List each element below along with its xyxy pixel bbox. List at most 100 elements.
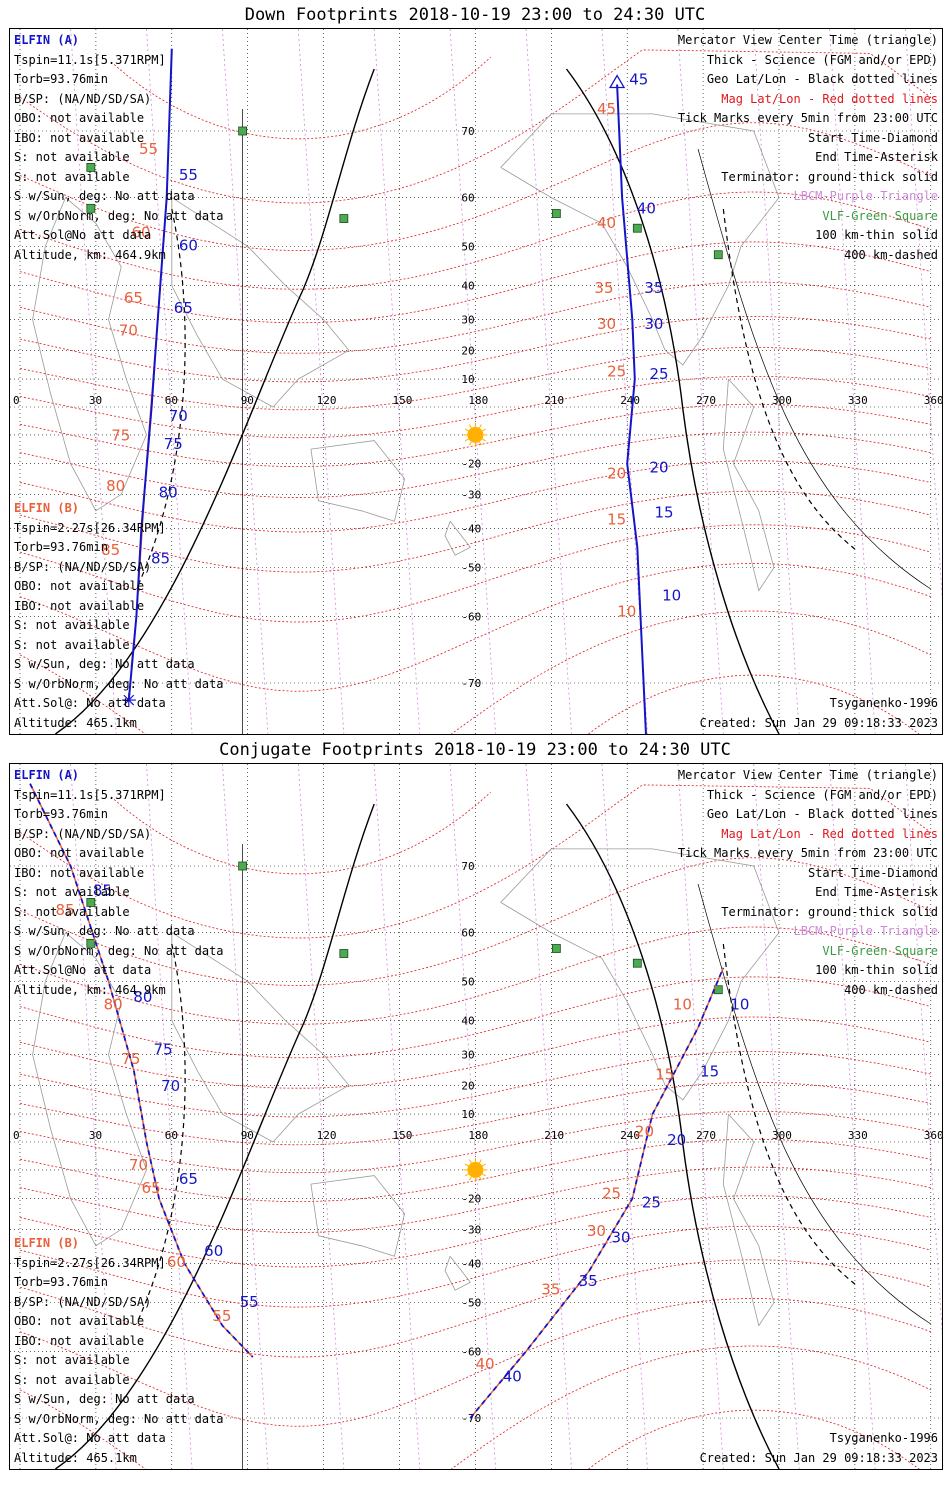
legend-item: Tick Marks every 5min from 23:00 UTC [677, 846, 938, 860]
elfin-b-info-line: S w/OrbNorm, deg: No att data [14, 1411, 224, 1426]
lat-tick-label: -50 [461, 1297, 481, 1310]
created-label: Created: Sun Jan 29 09:18:33 2023 [699, 1451, 938, 1465]
coastlines [32, 113, 780, 592]
legend-item: Mercator View Center Time (triangle) [677, 33, 938, 47]
elfin-a-info-line: B/SP: (NA/ND/SD/SA) [14, 826, 152, 841]
lat-tick-label: 60 [461, 192, 474, 205]
elfin-b-info-line: Altitude: 465.1km [14, 715, 137, 730]
elfin-a-info-line: Tspin=11.1s[5.371RPM] [14, 787, 166, 802]
lat-tick-label: 50 [461, 240, 474, 253]
vlf-station-marker [632, 223, 642, 233]
elfin-a-info-line: IBO: not available [14, 130, 145, 145]
tick-label-b: 30 [597, 315, 616, 333]
tick-label-b: 75 [111, 427, 130, 445]
lat-tick-label: -30 [461, 1223, 481, 1236]
map-canvas: 0 30 60 90 120 150 180 210 240 270 300 330 360 70 60 50… [10, 764, 942, 1469]
lat-tick-label: 40 [461, 280, 474, 293]
tick-label-b: 65 [142, 1179, 161, 1197]
legend-block: Mercator View Center Time (triangle) Thic… [678, 766, 938, 1000]
tick-label-b: 25 [607, 362, 626, 380]
tick-label-b: 80 [106, 477, 125, 495]
elfin-b-info-line: S: not available [14, 618, 130, 632]
lon-tick-label: 150 [393, 394, 413, 407]
elfin-a-info-line: S: not available [14, 904, 130, 919]
elfin-a-info-line: S: not available [14, 169, 130, 184]
elfin-b-info-line: S: not available [14, 1372, 130, 1387]
tick-label-b: 55 [139, 140, 158, 158]
lat-tick-label: 10 [461, 1108, 474, 1121]
tick-label-a: 35 [579, 1272, 598, 1290]
vlf-station-marker [551, 944, 561, 953]
tick-label-a: 55 [179, 166, 198, 184]
tick-label-a: 40 [503, 1368, 522, 1386]
tick-label-a: 20 [667, 1131, 686, 1149]
tick-label-a: 10 [662, 586, 681, 604]
tick-label-a: 30 [644, 315, 663, 333]
lat-tick-label: 30 [461, 314, 474, 327]
geo-grid [10, 29, 942, 734]
lon-tick-label: 270 [696, 394, 716, 407]
tick-label-a: 35 [644, 279, 663, 297]
lon-tick-label: 210 [544, 1129, 564, 1142]
tick-label-b: 10 [673, 996, 692, 1014]
vlf-station-marker [632, 958, 642, 968]
tick-label-a: 25 [642, 1194, 661, 1212]
elfin-b-info-line: Att.Sol@: No att data [14, 1431, 166, 1445]
tick-label-b: 70 [129, 1156, 148, 1174]
tick-label-b: 65 [124, 289, 143, 307]
legend-item: Mag Lat/Lon - Red dotted lines [721, 91, 938, 106]
conjugate-footprints-map: 0 30 60 90 120 150 180 210 240 270 300 330 360 70 60 50… [9, 763, 943, 1470]
tick-label-a: 80 [133, 988, 152, 1006]
tick-label-a: 80 [159, 484, 178, 502]
legend-item: End Time-Asterisk [815, 150, 938, 164]
lon-tick-label: 300 [772, 394, 792, 407]
lon-tick-label: 0 [13, 394, 20, 407]
tick-label-b: 25 [602, 1185, 621, 1203]
lat-tick-label: -20 [461, 458, 481, 471]
lon-tick-label: 180 [468, 394, 488, 407]
elfin-a-info-line: Att.Sol@No att data [14, 963, 152, 977]
created-label: Created: Sun Jan 29 09:18:33 2023 [699, 716, 938, 730]
tick-label-b: 85 [101, 541, 120, 559]
elfin-b-info: ELFIN (B) Tspin=2.27s[26.34RPM] Torb=93.76… [14, 1234, 224, 1468]
panel-title: Down Footprints 2018-10-19 23:00 to 24:3… [244, 5, 706, 25]
lon-tick-label: 30 [89, 394, 102, 407]
footprint-track [469, 967, 725, 1419]
lon-tick-label: 330 [848, 1129, 868, 1142]
legend-item: Start Time-Diamond [807, 130, 938, 145]
elfin-b-info-line: Tspin=2.27s[26.34RPM] [14, 1255, 166, 1270]
elfin-a-info-line: OBO: not available [14, 111, 145, 125]
elfin-a-info-header: ELFIN (A) [14, 768, 80, 782]
elfin-b-info-line: Att.Sol@: No att data [14, 696, 166, 710]
vlf-station-marker [86, 938, 96, 948]
elfin-a-info-line: Altitude, km: 464.9km [14, 982, 166, 997]
lat-tick-label: -30 [461, 488, 481, 501]
elfin-b-info-line: IBO: not available [14, 1333, 145, 1348]
elfin-a-info: ELFIN (A) Tspin=11.1s[5.371RPM] Torb=93.76… [14, 31, 224, 265]
tick-label-b: 60 [131, 223, 150, 241]
mag-grid [19, 784, 932, 1469]
lat-tick-label: -70 [461, 1412, 481, 1425]
tick-label-b: 40 [597, 214, 616, 232]
lon-tick-label: 360 [924, 1129, 942, 1142]
elfin-a-info-line: Torb=93.76min [14, 807, 108, 821]
tick-label-b: 85 [56, 901, 75, 919]
sun-icon [463, 422, 488, 447]
elfin-b-info-line: IBO: not available [14, 598, 145, 613]
elfin-a-info-line: OBO: not available [14, 846, 145, 860]
lon-tick-label: 90 [241, 1129, 254, 1142]
elfin-b-info-line: S: not available [14, 637, 130, 652]
lon-tick-label: 0 [13, 1129, 20, 1142]
lon-tick-label: 240 [620, 1129, 640, 1142]
footprint-track [469, 967, 724, 1419]
tick-label-b: 35 [541, 1280, 560, 1298]
lon-tick-label: 90 [241, 394, 254, 407]
legend-item: Start Time-Diamond [807, 865, 938, 880]
geo-grid [10, 764, 942, 1469]
model-label: Tsyganenko-1996 [829, 696, 938, 710]
legend-item: LBCM-Purple Triangle [793, 189, 939, 203]
elfin-a-info-line: Tspin=11.1s[5.371RPM] [14, 52, 166, 67]
legend-item: 400 km-dashed [844, 982, 938, 997]
tick-label-b: 75 [121, 1050, 140, 1068]
lat-tick-label: -70 [461, 677, 481, 690]
